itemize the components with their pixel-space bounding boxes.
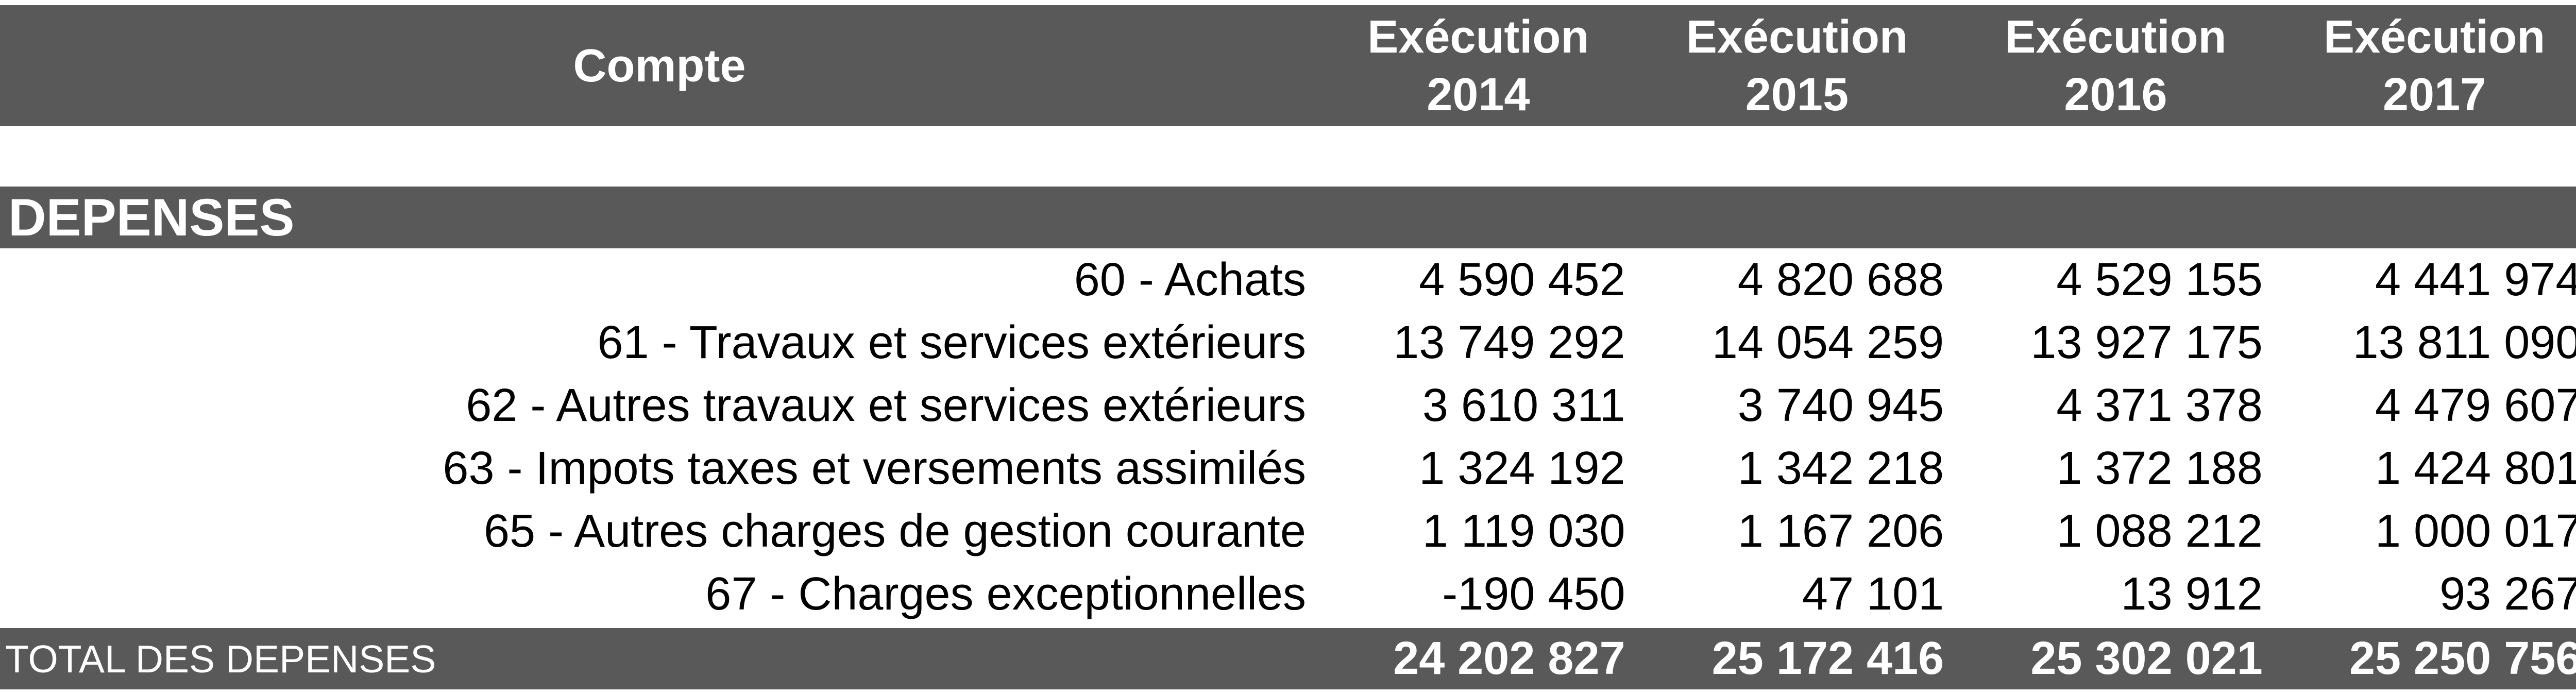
- value-2016: 4 529 155: [2056, 253, 2263, 306]
- compte-column-header: Compte: [0, 5, 1319, 126]
- section-header-label: DEPENSES: [8, 188, 295, 247]
- column-header-year: 2016: [2064, 69, 2167, 121]
- total-value-2015: 25 172 416: [1711, 633, 1944, 684]
- table-row-61-travaux: 61 - Travaux et services extérieurs 13 7…: [0, 311, 2576, 374]
- account-label: 63 - Impots taxes et versements assimilé…: [443, 442, 1306, 494]
- column-header-year: 2017: [2382, 69, 2486, 121]
- compte-column-header-label: Compte: [573, 40, 746, 92]
- column-header-title: Exécution: [2005, 11, 2227, 63]
- account-label: 65 - Autres charges de gestion courante: [483, 505, 1306, 557]
- value-2014: 3 610 311: [1422, 379, 1625, 431]
- table-row-60-achats: 60 - Achats 4 590 452 4 820 688 4 529 15…: [0, 248, 2576, 311]
- value-2017: 1 000 017: [2375, 505, 2576, 557]
- section-header-depenses: DEPENSES: [0, 187, 2576, 248]
- column-header-title: Exécution: [1686, 11, 1908, 63]
- value-2017: 13 811 090: [2352, 316, 2576, 368]
- value-2014: 1 119 030: [1422, 505, 1625, 557]
- value-2014: 4 590 452: [1419, 253, 1625, 306]
- value-2016: 4 371 378: [2056, 379, 2263, 431]
- value-2017: 4 479 607: [2375, 379, 2576, 431]
- column-header-year: 2014: [1427, 69, 1530, 121]
- value-2015: 1 167 206: [1737, 505, 1944, 557]
- value-2015: 4 820 688: [1737, 253, 1944, 306]
- table-row-62-autres-travaux: 62 - Autres travaux et services extérieu…: [0, 374, 2576, 437]
- account-label: 61 - Travaux et services extérieurs: [597, 316, 1306, 368]
- total-value-2014: 24 202 827: [1393, 633, 1625, 684]
- column-header-exec-2017: Exécution 2017: [2275, 5, 2576, 126]
- value-2015: 3 740 945: [1737, 379, 1944, 431]
- total-label: TOTAL DES DEPENSES: [5, 637, 436, 681]
- column-header-exec-2014: Exécution 2014: [1319, 5, 1638, 126]
- column-header-exec-2016: Exécution 2016: [1956, 5, 2275, 126]
- value-2016: 13 912: [2121, 568, 2263, 620]
- table-row-63-impots: 63 - Impots taxes et versements assimilé…: [0, 437, 2576, 500]
- value-2017: 4 441 974: [2375, 253, 2576, 306]
- value-2016: 13 927 175: [2030, 316, 2263, 368]
- account-label: 60 - Achats: [1074, 253, 1306, 306]
- value-2017: 1 424 801: [2375, 442, 2576, 494]
- total-row: TOTAL DES DEPENSES 24 202 827 25 172 416…: [0, 628, 2576, 689]
- table-header-row: Compte Exécution 2014 Exécution 2015 Exé…: [0, 5, 2576, 126]
- value-2016: 1 372 188: [2056, 442, 2263, 494]
- value-2017: 93 267: [2439, 568, 2576, 620]
- table-row-65-autres-charges: 65 - Autres charges de gestion courante …: [0, 500, 2576, 563]
- value-2015: 14 054 259: [1711, 316, 1944, 368]
- total-value-2017: 25 250 756: [2349, 633, 2576, 684]
- account-label: 67 - Charges exceptionnelles: [705, 568, 1306, 620]
- value-2014: 1 324 192: [1419, 442, 1625, 494]
- value-2015: 1 342 218: [1737, 442, 1944, 494]
- rows-total-gap: [0, 626, 2576, 628]
- header-section-gap: [0, 126, 2576, 187]
- value-2014: 13 749 292: [1393, 316, 1625, 368]
- value-2015: 47 101: [1802, 568, 1944, 620]
- value-2014: -190 450: [1442, 568, 1625, 620]
- table-row-67-charges-exceptionnelles: 67 - Charges exceptionnelles -190 450 47…: [0, 563, 2576, 626]
- column-header-year: 2015: [1745, 69, 1849, 121]
- column-header-title: Exécution: [2324, 11, 2546, 63]
- account-label: 62 - Autres travaux et services extérieu…: [466, 379, 1306, 431]
- value-2016: 1 088 212: [2056, 505, 2263, 557]
- column-header-exec-2015: Exécution 2015: [1638, 5, 1957, 126]
- column-header-title: Exécution: [1367, 11, 1589, 63]
- total-value-2016: 25 302 021: [2030, 633, 2263, 684]
